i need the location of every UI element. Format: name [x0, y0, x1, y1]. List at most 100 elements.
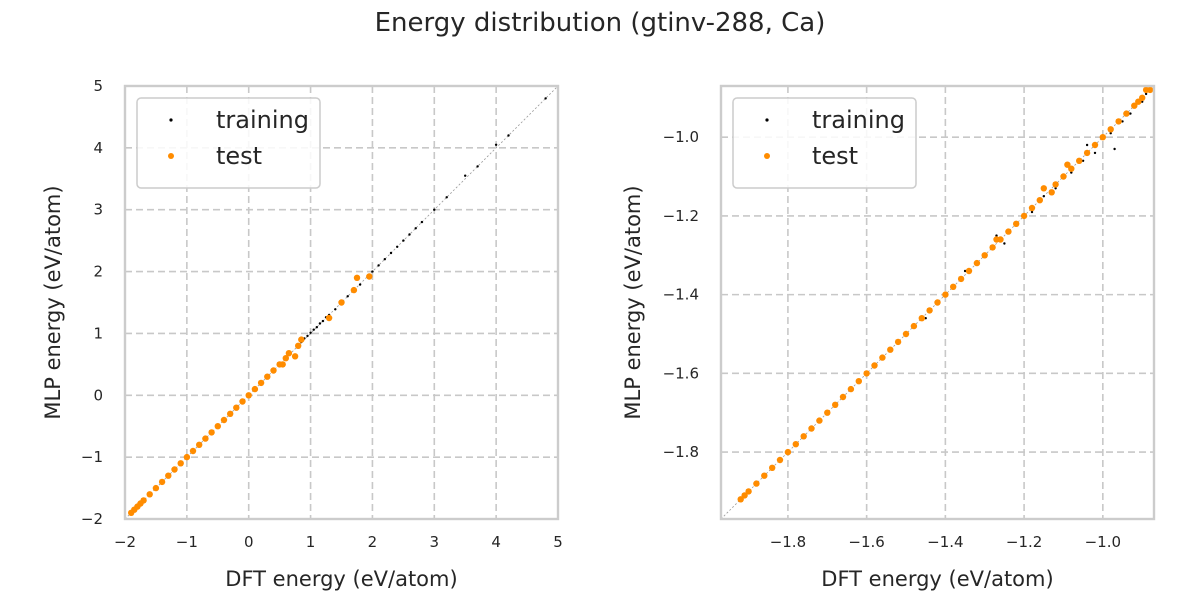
test-point	[1083, 149, 1091, 157]
training-point	[1109, 132, 1112, 135]
test-point	[165, 472, 172, 479]
test-point	[251, 385, 259, 393]
training-point	[1141, 100, 1144, 103]
test-point	[989, 244, 996, 251]
training-point	[389, 251, 393, 255]
training-point	[318, 322, 322, 325]
x-tick-label: −1.6	[848, 533, 884, 551]
test-point	[270, 367, 277, 374]
test-point	[981, 252, 988, 259]
series-test	[737, 86, 1154, 503]
x-tick-label: −1.0	[1085, 533, 1121, 551]
training-point	[433, 208, 436, 211]
axes-frame	[719, 84, 1156, 521]
test-point	[140, 497, 147, 504]
test-point	[879, 354, 886, 361]
y-tick-label: −1	[81, 448, 103, 466]
training-point	[1054, 187, 1057, 190]
test-point	[808, 425, 815, 432]
x-tick-label: −1	[176, 533, 198, 551]
test-point	[910, 322, 918, 330]
test-point	[816, 417, 823, 424]
test-point	[737, 496, 744, 503]
training-point	[494, 143, 498, 146]
test-point	[291, 353, 299, 360]
test-point	[792, 441, 799, 448]
test-point	[152, 484, 160, 492]
test-point	[965, 267, 973, 275]
test-point	[279, 361, 286, 368]
test-point	[1068, 165, 1075, 172]
test-point	[1146, 86, 1154, 94]
test-point	[863, 370, 870, 377]
x-tick-label: 3	[430, 533, 440, 551]
panel-left: −2 −1 0 1 2 3 4 5 −2 −1 0 1 2 3 4 5 DFT energy (eV/atom)…	[41, 77, 563, 591]
training-point	[371, 270, 374, 273]
training-point	[334, 308, 337, 311]
test-point	[1060, 173, 1067, 180]
y-tick-label: 2	[93, 263, 103, 281]
test-point	[257, 379, 265, 387]
test-point	[214, 423, 221, 430]
test-point	[1115, 118, 1122, 125]
test-point	[350, 286, 358, 294]
test-point	[196, 441, 203, 448]
training-point	[1003, 242, 1006, 245]
x-tick-label: 0	[244, 533, 254, 551]
training-point	[1129, 112, 1132, 115]
test-point	[353, 274, 361, 281]
test-point	[298, 336, 305, 343]
test-point	[800, 433, 807, 440]
training-point	[402, 239, 405, 242]
x-tick-label: 1	[306, 533, 316, 551]
test-point	[741, 492, 748, 499]
x-tick-label: −1.4	[927, 533, 963, 551]
legend-marker-training	[169, 118, 173, 122]
test-point	[1005, 228, 1012, 235]
test-point	[285, 350, 293, 357]
test-point	[233, 404, 240, 411]
legend-box	[136, 97, 321, 189]
training-point	[476, 165, 479, 168]
test-point	[1040, 185, 1048, 192]
training-point	[358, 283, 362, 286]
training-point	[315, 326, 318, 329]
test-point	[839, 393, 847, 401]
test-point	[957, 275, 965, 283]
test-point	[1099, 134, 1107, 141]
test-point	[918, 315, 925, 322]
legend: training test	[732, 97, 917, 189]
test-point	[245, 392, 252, 399]
test-point	[871, 362, 878, 369]
training-point	[995, 234, 998, 237]
test-point	[950, 283, 957, 290]
test-point	[177, 460, 184, 467]
training-point	[924, 317, 927, 320]
test-point	[847, 385, 855, 393]
test-point	[1048, 189, 1055, 196]
test-point	[239, 398, 246, 405]
x-tick-label: 2	[368, 533, 378, 551]
legend-marker-training	[765, 118, 769, 122]
test-point	[1020, 212, 1028, 220]
test-point	[769, 464, 776, 471]
test-point	[158, 478, 166, 486]
test-point	[1091, 141, 1099, 149]
training-point	[312, 328, 315, 331]
test-point	[208, 429, 215, 436]
test-point	[295, 342, 302, 349]
axes-frame	[123, 84, 560, 521]
y-tick-label: −1.6	[663, 364, 699, 382]
test-point	[1139, 94, 1146, 102]
test-point	[1028, 204, 1036, 212]
test-point	[902, 330, 910, 338]
y-tick-label: −1.8	[663, 443, 699, 461]
test-point	[753, 480, 760, 487]
legend-label-test: test	[812, 142, 858, 170]
test-point	[202, 435, 209, 442]
test-point	[887, 346, 894, 353]
test-point	[855, 378, 862, 385]
training-point	[507, 134, 510, 137]
test-point	[366, 273, 373, 280]
figure-title: Energy distribution (gtinv-288, Ca)	[374, 8, 826, 38]
